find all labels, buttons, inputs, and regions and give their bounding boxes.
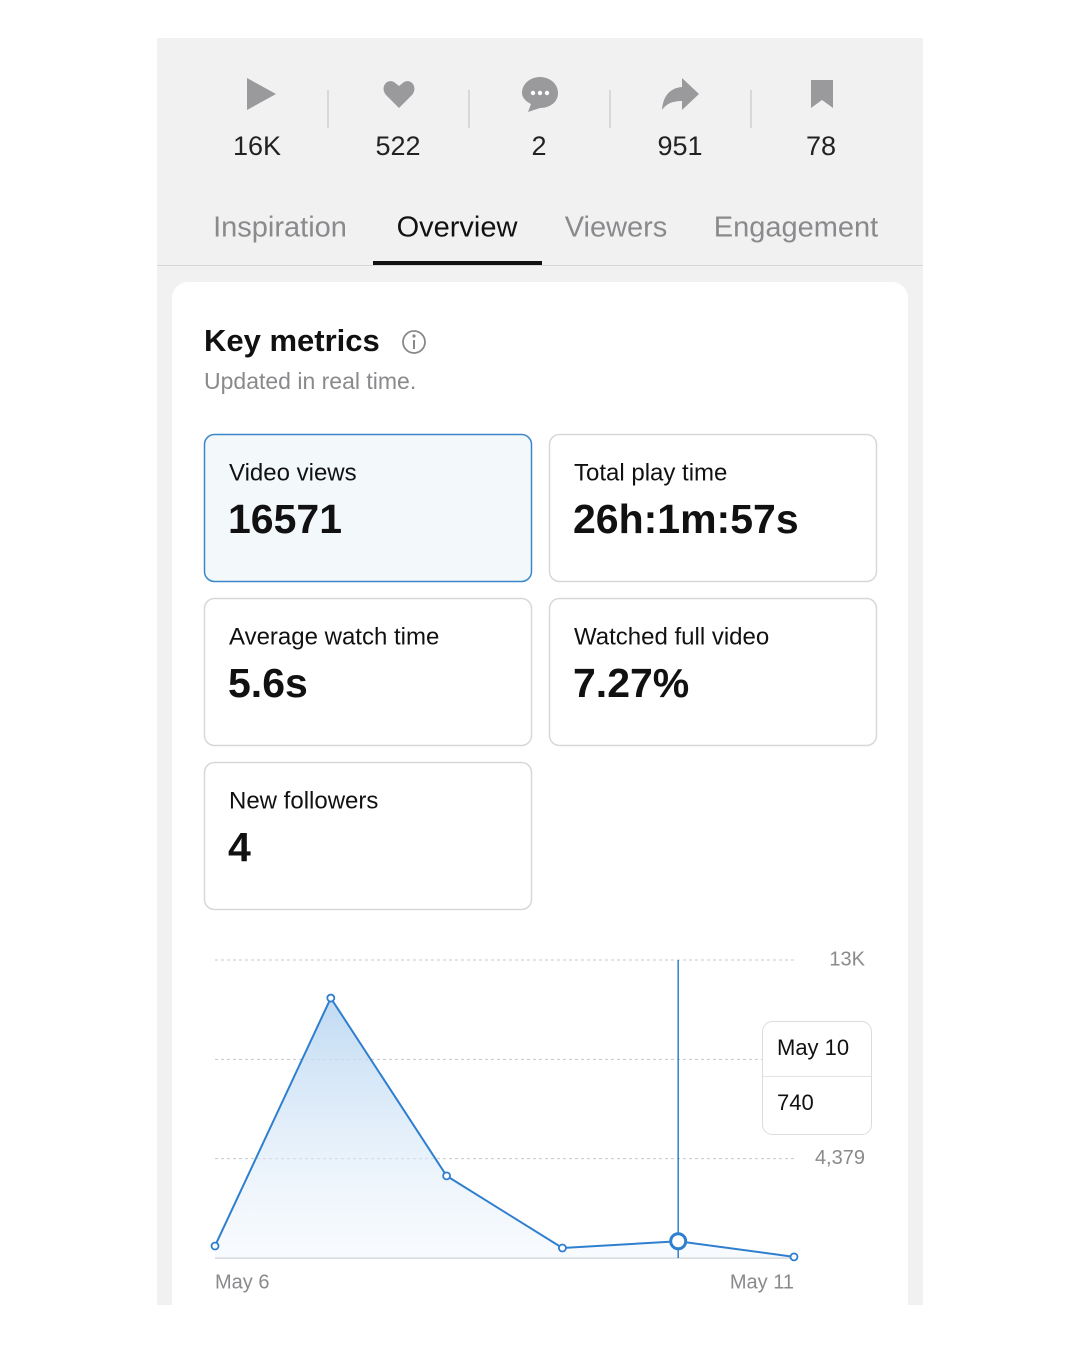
metric-label: Video views xyxy=(229,459,357,486)
tab[interactable]: Inspiration xyxy=(213,212,347,244)
like-icon xyxy=(383,81,415,108)
tab[interactable]: Viewers xyxy=(565,212,668,244)
y-tick-label: 13K xyxy=(829,948,865,970)
cut xyxy=(157,1305,923,1350)
metric-value: 7.27% xyxy=(573,660,689,706)
stat-dividers xyxy=(327,90,752,128)
stat-value: 2 xyxy=(531,131,546,161)
tooltip-title: May 10 xyxy=(777,1035,849,1060)
tab[interactable]: Overview xyxy=(397,212,519,244)
point xyxy=(558,1243,567,1253)
point xyxy=(789,1252,799,1262)
share-icon xyxy=(662,78,699,110)
metric-value: 4 xyxy=(228,824,251,870)
metric-value: 5.6s xyxy=(228,660,308,706)
stat-value: 16K xyxy=(233,131,281,161)
metric-card[interactable] xyxy=(203,597,533,747)
point xyxy=(442,1171,452,1181)
stat-value: 78 xyxy=(806,131,836,161)
metric-label: Watched full video xyxy=(574,623,769,650)
metric-value: 16571 xyxy=(228,496,342,542)
save-icon xyxy=(811,80,833,108)
metric-label: Average watch time xyxy=(229,623,439,650)
tab[interactable]: Engagement xyxy=(714,212,878,244)
comment-dots xyxy=(530,90,550,96)
tooltip xyxy=(762,1021,872,1135)
point xyxy=(210,1241,220,1251)
play-icon xyxy=(247,78,276,110)
x-tick-label: May 6 xyxy=(215,1271,269,1293)
line xyxy=(214,995,795,1258)
stat-value: 522 xyxy=(375,131,420,161)
y-tick-label: 4,379 xyxy=(815,1147,865,1169)
x-tick-label: May 11 xyxy=(730,1271,794,1293)
tab-indicator xyxy=(373,261,542,265)
metric-card[interactable] xyxy=(203,761,533,911)
point xyxy=(326,993,336,1003)
metric-card[interactable] xyxy=(548,597,878,747)
metric-card[interactable] xyxy=(548,433,878,583)
highlight-point xyxy=(669,1232,688,1251)
area xyxy=(215,998,794,1258)
section-title: Key metrics xyxy=(204,323,380,358)
metric-label: New followers xyxy=(229,787,378,814)
metric-card[interactable] xyxy=(203,433,533,583)
info-icon xyxy=(402,330,426,354)
section-subtitle: Updated in real time. xyxy=(204,368,416,394)
metric-label: Total play time xyxy=(574,459,727,486)
tooltip-value: 740 xyxy=(777,1090,814,1115)
stat-value: 951 xyxy=(657,131,702,161)
metric-value: 26h:1m:57s xyxy=(573,496,799,542)
